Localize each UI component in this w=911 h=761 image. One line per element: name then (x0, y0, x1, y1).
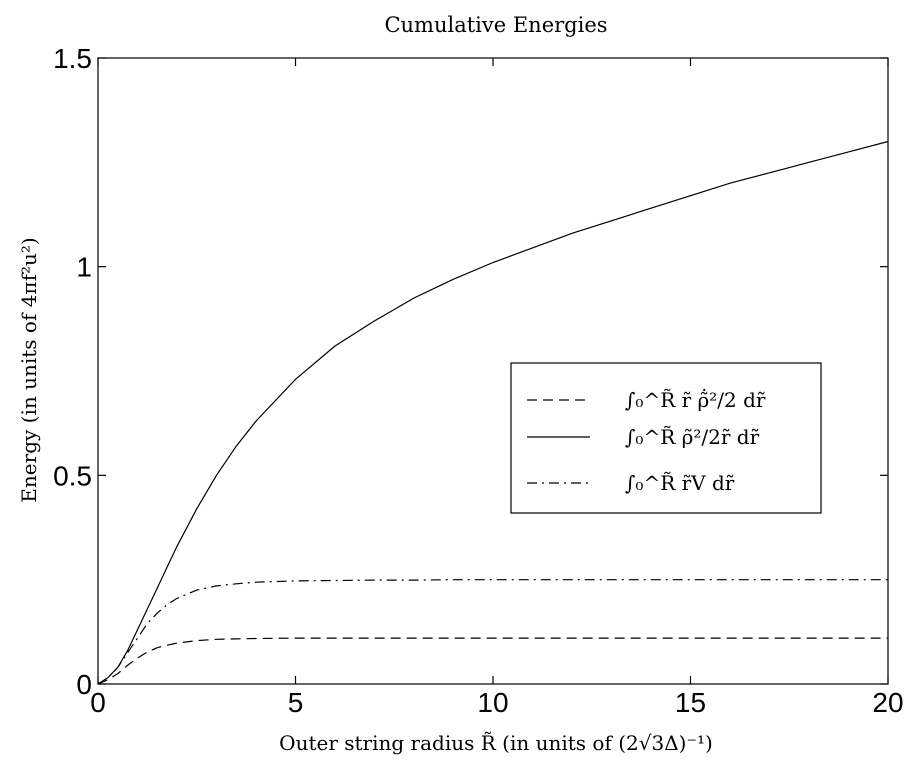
legend-items: ∫₀^R̃ r̃ ρ̃̇²/2 dr̃ ∫₀^R̃ ρ̃²/2r̃ dr̃ ∫₀^R… (527, 388, 766, 495)
x-tick-label: 0 (90, 687, 106, 718)
legend-box (510, 362, 822, 514)
legend-label-1: ∫₀^R̃ r̃ ρ̃̇²/2 dr̃ (625, 388, 766, 412)
y-axis-label: Energy (in units of 4πf²u²) (17, 237, 41, 502)
series-line-2 (97, 140, 889, 685)
y-tick-label: 1.5 (53, 43, 92, 74)
chart-title: Cumulative Energies (384, 13, 607, 37)
x-axis-label: Outer string radius R̃ (in units of (2√3… (279, 731, 713, 755)
y-tick-label: 0 (76, 669, 92, 700)
legend-label-3: ∫₀^R̃ r̃V dr̃ (625, 471, 735, 495)
series-lines (97, 140, 889, 685)
series-line-1 (97, 637, 888, 685)
legend-label-2: ∫₀^R̃ ρ̃²/2r̃ dr̃ (625, 425, 760, 449)
x-tick-label: 10 (477, 687, 508, 718)
x-tick-label: 20 (872, 687, 903, 718)
series-line-3 (97, 579, 888, 685)
y-tick-label: 0.5 (53, 460, 92, 491)
x-tick-label: 5 (288, 687, 304, 718)
legend: ∫₀^R̃ r̃ ρ̃̇²/2 dr̃ ∫₀^R̃ ρ̃²/2r̃ dr̃ ∫₀^R… (510, 362, 822, 514)
y-tick-label: 1 (76, 252, 92, 283)
x-tick-label: 15 (675, 687, 706, 718)
axis-ticks: 0 5 10 15 20 0 0.5 1 1.5 (53, 43, 904, 718)
